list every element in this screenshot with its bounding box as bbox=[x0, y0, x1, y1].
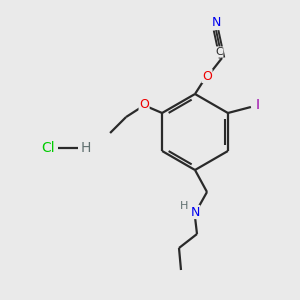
Text: I: I bbox=[256, 98, 260, 112]
Text: Cl: Cl bbox=[41, 141, 55, 155]
Text: O: O bbox=[139, 98, 149, 112]
Text: H: H bbox=[81, 141, 91, 155]
Text: N: N bbox=[190, 206, 200, 218]
Text: C: C bbox=[215, 47, 223, 57]
Text: N: N bbox=[211, 16, 221, 29]
Text: O: O bbox=[202, 70, 212, 83]
Text: H: H bbox=[180, 201, 188, 211]
